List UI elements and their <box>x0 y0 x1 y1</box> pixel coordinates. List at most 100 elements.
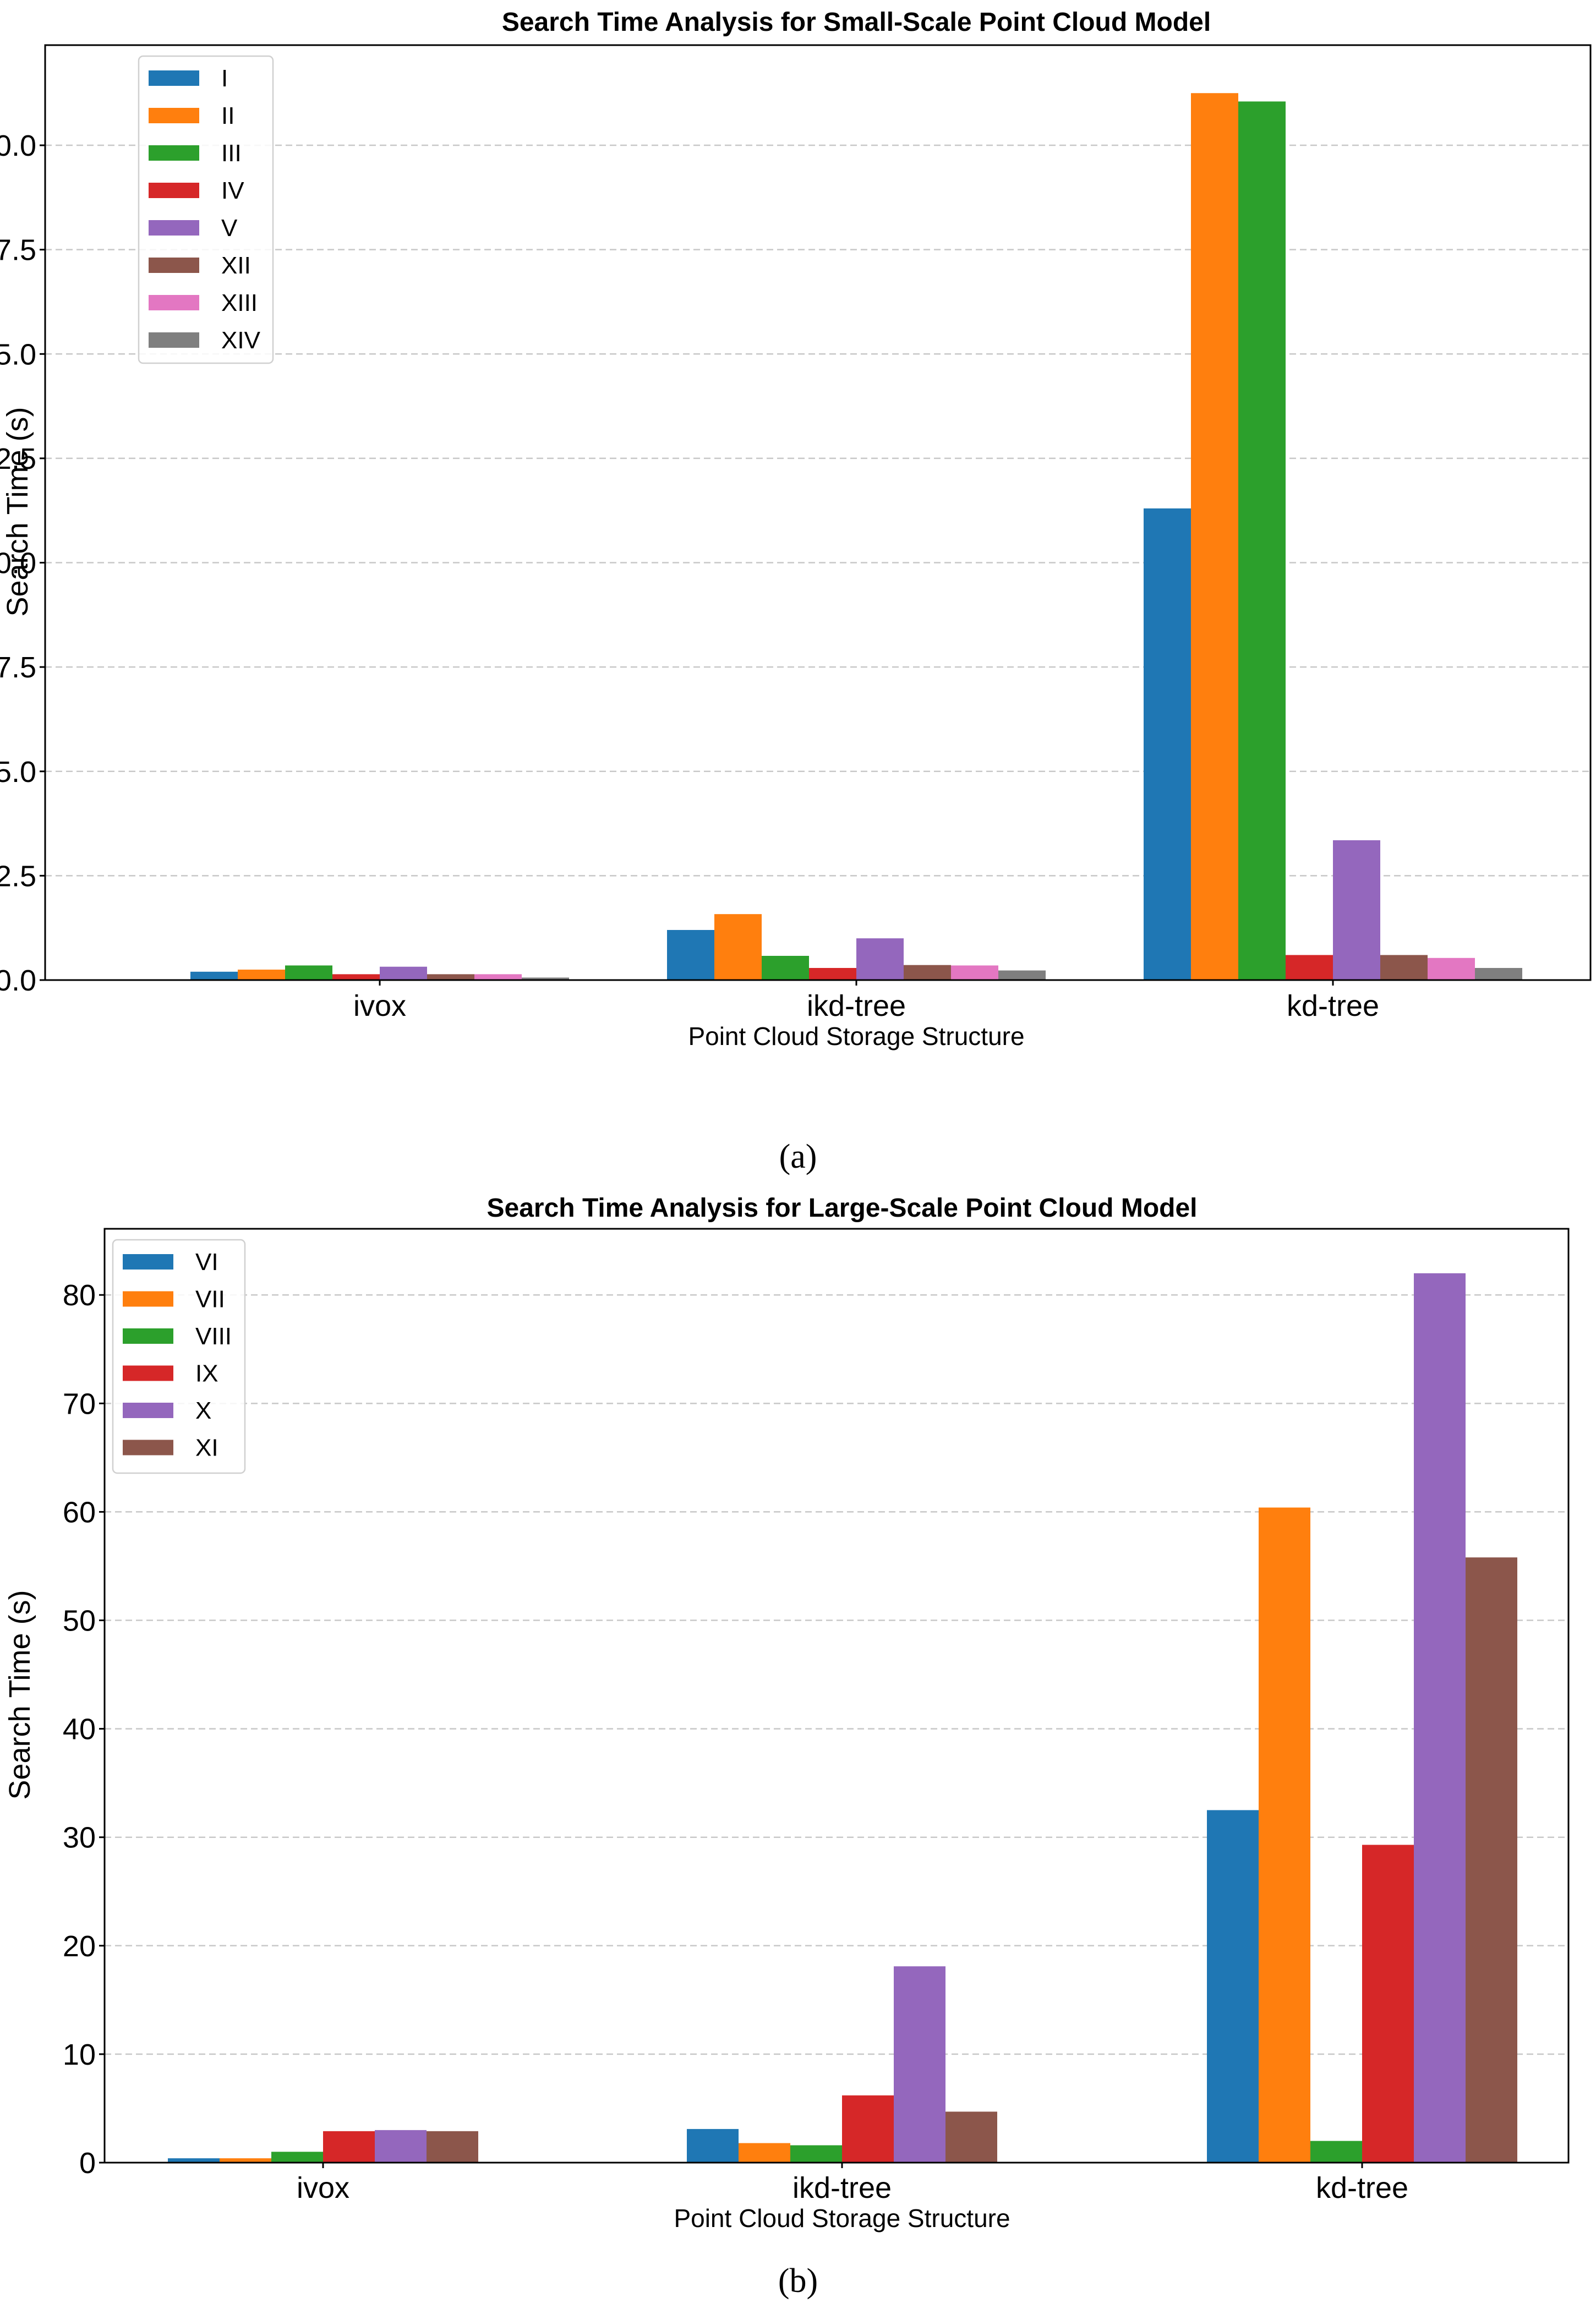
legend-swatch-XIII <box>149 295 199 310</box>
y-tick-label: 17.5 <box>0 234 36 267</box>
legend-label: XII <box>221 252 251 279</box>
legend-swatch-XII <box>149 258 199 273</box>
chart-small-scale: Search Time Analysis for Small-Scale Poi… <box>0 8 1592 1175</box>
chart-large-scale: Search Time Analysis for Large-Scale Poi… <box>3 1194 1570 2300</box>
y-tick-label: 30 <box>63 1821 96 1854</box>
bar-III-ikd-tree <box>762 956 809 980</box>
y-tick-label: 10 <box>63 2038 96 2071</box>
x-tick-label: ikd-tree <box>792 2171 892 2204</box>
legend-swatch-VII <box>123 1291 173 1307</box>
legend-label: XIII <box>221 289 258 316</box>
bar-X-ikd-tree <box>894 1966 945 2163</box>
bar-X-ivox <box>375 2130 427 2163</box>
bar-XI-ikd-tree <box>945 2111 997 2163</box>
bar-I-ivox <box>190 971 238 980</box>
bar-V-kd-tree <box>1333 840 1380 980</box>
bar-VII-ikd-tree <box>739 2143 790 2163</box>
bar-VI-ikd-tree <box>687 2129 739 2163</box>
x-tick-label: kd-tree <box>1287 989 1379 1022</box>
bar-XIV-ikd-tree <box>998 970 1046 980</box>
y-tick-label: 0.0 <box>0 964 36 997</box>
bar-VIII-ivox <box>271 2152 323 2163</box>
chart-title: Search Time Analysis for Large-Scale Poi… <box>487 1194 1198 1223</box>
y-tick-label: 15.0 <box>0 338 36 371</box>
y-tick-label: 80 <box>63 1279 96 1312</box>
bar-V-ivox <box>380 966 427 980</box>
legend-label: IX <box>195 1360 218 1387</box>
plot-frame <box>103 1228 1570 2164</box>
bars <box>190 93 1522 980</box>
bar-IV-ikd-tree <box>809 968 856 980</box>
legend-label: VIII <box>195 1323 232 1350</box>
figure-caption: (a) <box>779 1138 817 1175</box>
legend-label: I <box>221 65 228 92</box>
bar-I-kd-tree <box>1144 508 1191 980</box>
y-tick-label: 12.5 <box>0 442 36 475</box>
legend-swatch-XIV <box>149 332 199 348</box>
bar-VII-ivox <box>220 2158 271 2163</box>
legend-swatch-X <box>123 1403 173 1418</box>
bar-XIV-kd-tree <box>1475 968 1522 980</box>
y-axis-ticks: 0 10 20 30 40 50 60 70 80 <box>63 1279 105 2180</box>
bar-VI-ivox <box>168 2158 220 2163</box>
bar-XIII-kd-tree <box>1428 957 1475 980</box>
legend-swatch-V <box>149 220 199 236</box>
legend-swatch-IV <box>149 183 199 198</box>
bars <box>168 1273 1517 2163</box>
legend-label: VII <box>195 1286 225 1313</box>
legend-swatch-VI <box>123 1254 173 1270</box>
y-tick-label: 70 <box>63 1387 96 1420</box>
bar-IX-ivox <box>323 2131 375 2163</box>
y-axis-label: Search Time (s) <box>3 1590 36 1799</box>
y-tick-label: 10.0 <box>0 547 36 580</box>
bar-XI-kd-tree <box>1466 1557 1517 2163</box>
y-tick-label: 60 <box>63 1496 96 1529</box>
y-tick-label: 20 <box>63 1930 96 1963</box>
bar-IV-kd-tree <box>1286 955 1333 980</box>
x-axis-label: Point Cloud Storage Structure <box>688 1022 1024 1050</box>
bar-XII-ivox <box>427 974 474 980</box>
y-tick-label: 2.5 <box>0 860 36 893</box>
legend-label: II <box>221 102 234 129</box>
legend-label: XIV <box>221 327 261 354</box>
x-axis-ticks: ivox ikd-tree kd-tree <box>297 2163 1408 2204</box>
x-tick-label: ivox <box>353 989 406 1022</box>
bar-II-kd-tree <box>1191 93 1238 980</box>
bar-X-kd-tree <box>1414 1273 1466 2163</box>
bar-XIII-ikd-tree <box>951 965 998 980</box>
x-tick-label: kd-tree <box>1316 2171 1408 2204</box>
legend-box <box>138 55 274 364</box>
bar-VIII-kd-tree <box>1310 2141 1362 2163</box>
bar-XI-ivox <box>427 2131 478 2163</box>
legend-label: III <box>221 140 242 167</box>
legend-swatch-I <box>149 70 199 86</box>
grid-lines <box>105 1294 1568 2055</box>
y-tick-label: 50 <box>63 1605 96 1638</box>
legend-swatch-VIII <box>123 1328 173 1344</box>
x-tick-label: ikd-tree <box>807 989 906 1022</box>
legend-box <box>112 1239 246 1474</box>
legend-label: VI <box>195 1249 218 1276</box>
chart-title: Search Time Analysis for Small-Scale Poi… <box>502 8 1211 37</box>
bar-VI-kd-tree <box>1207 1810 1259 2163</box>
y-tick-label: 0 <box>79 2147 96 2180</box>
bar-VIII-ikd-tree <box>790 2145 842 2163</box>
grid-lines <box>45 144 1590 877</box>
y-tick-label: 5.0 <box>0 756 36 789</box>
x-tick-label: ivox <box>297 2171 349 2204</box>
bar-XII-ikd-tree <box>904 965 951 980</box>
bar-XIV-ivox <box>522 977 569 980</box>
x-axis-label: Point Cloud Storage Structure <box>674 2204 1010 2233</box>
legend: VI VII VIII IX X XI <box>112 1239 246 1474</box>
bar-IX-kd-tree <box>1362 1845 1414 2163</box>
legend-label: V <box>221 215 238 242</box>
y-tick-label: 40 <box>63 1713 96 1746</box>
bar-I-ikd-tree <box>667 929 714 980</box>
figure-caption: (b) <box>778 2262 818 2300</box>
legend-swatch-IX <box>123 1365 173 1381</box>
y-tick-label: 7.5 <box>0 651 36 684</box>
bar-XIII-ivox <box>474 974 522 980</box>
legend-swatch-XI <box>123 1440 173 1456</box>
